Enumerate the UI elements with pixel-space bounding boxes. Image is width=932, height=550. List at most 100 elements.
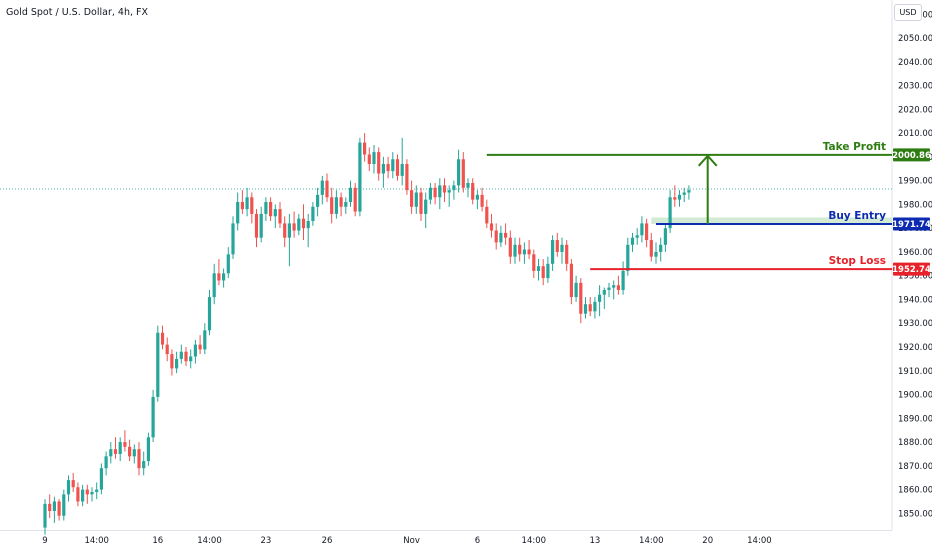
candle-up[interactable] <box>621 261 625 295</box>
candle-up[interactable] <box>179 344 183 364</box>
candle-up[interactable] <box>551 235 555 271</box>
candle-down[interactable] <box>579 278 583 324</box>
candle-down[interactable] <box>165 337 169 362</box>
candle-down[interactable] <box>442 178 447 203</box>
candle-up[interactable] <box>612 280 616 300</box>
candle-down[interactable] <box>386 156 390 179</box>
candle-up[interactable] <box>151 389 155 443</box>
candle-down[interactable] <box>410 180 414 214</box>
candle-up[interactable] <box>212 263 216 305</box>
candle-up[interactable] <box>522 242 526 264</box>
target-arrow[interactable] <box>697 154 718 225</box>
candle-down[interactable] <box>170 349 174 376</box>
candle-down[interactable] <box>489 213 494 238</box>
candle-up[interactable] <box>400 137 404 186</box>
candle-up[interactable] <box>245 187 249 217</box>
candle-up[interactable] <box>635 228 639 245</box>
time-axis[interactable]: 9 14:00 16 14:00 23 26 Nov 6 14:00 13 14:00 20 14:00 <box>42 536 771 546</box>
candle-down[interactable] <box>616 275 620 295</box>
candle-up[interactable] <box>414 185 418 214</box>
candle-up[interactable] <box>236 192 240 231</box>
candle-up[interactable] <box>424 192 428 229</box>
candle-up[interactable] <box>175 351 179 374</box>
candle-up[interactable] <box>109 442 113 464</box>
candle-down[interactable] <box>339 192 343 217</box>
candle-up[interactable] <box>513 237 517 264</box>
candle-up[interactable] <box>62 489 66 521</box>
candle-down[interactable] <box>508 230 512 264</box>
candle-up[interactable] <box>391 152 395 179</box>
candle-down[interactable] <box>405 159 409 195</box>
candle-up[interactable] <box>447 185 451 207</box>
candle-up[interactable] <box>598 285 602 317</box>
candle-down[interactable] <box>278 202 282 229</box>
stop-loss-level[interactable]: Stop Loss 1952.74 <box>590 255 931 276</box>
candle-up[interactable] <box>193 339 197 364</box>
candle-down[interactable] <box>480 187 484 212</box>
candle-up[interactable] <box>344 197 348 214</box>
candle-down[interactable] <box>527 240 531 260</box>
candle-down[interactable] <box>217 259 221 286</box>
candle-down[interactable] <box>555 232 559 257</box>
candle-down[interactable] <box>113 437 118 459</box>
candle-up[interactable] <box>146 432 150 466</box>
candle-up[interactable] <box>602 287 606 309</box>
candle-up[interactable] <box>682 187 686 203</box>
candle-up[interactable] <box>231 216 235 260</box>
candle-up[interactable] <box>132 444 136 464</box>
candle-up[interactable] <box>95 482 99 500</box>
target-arrow-head[interactable] <box>697 154 718 167</box>
candle-up[interactable] <box>66 475 71 502</box>
candle-down[interactable] <box>673 185 677 207</box>
candle-down[interactable] <box>123 430 127 452</box>
candle-down[interactable] <box>254 209 259 248</box>
candle-up[interactable] <box>677 190 682 207</box>
candle-up[interactable] <box>43 499 47 535</box>
candle-down[interactable] <box>363 133 367 162</box>
candle-down[interactable] <box>325 173 329 203</box>
candle-up[interactable] <box>287 213 291 267</box>
candle-up[interactable] <box>593 297 597 319</box>
candle-up[interactable] <box>316 187 320 217</box>
candle-up[interactable] <box>640 216 644 243</box>
candle-down[interactable] <box>137 442 141 476</box>
candle-up[interactable] <box>311 202 315 226</box>
candle-up[interactable] <box>320 175 324 205</box>
candle-down[interactable] <box>71 472 75 492</box>
candle-down[interactable] <box>504 223 508 245</box>
candle-up[interactable] <box>156 325 160 402</box>
candle-down[interactable] <box>565 240 569 271</box>
candle-up[interactable] <box>687 185 691 200</box>
candle-up[interactable] <box>372 144 376 174</box>
candle-down[interactable] <box>301 204 306 241</box>
candle-down[interactable] <box>433 183 437 205</box>
candle-up[interactable] <box>334 190 338 219</box>
candle-down[interactable] <box>588 297 592 317</box>
candle-down[interactable] <box>160 325 165 350</box>
take-profit-level[interactable]: Take Profit 2000.86 <box>486 141 931 162</box>
candle-up[interactable] <box>306 213 310 248</box>
candle-up[interactable] <box>654 242 658 264</box>
trade-levels[interactable]: Take Profit 2000.86 Buy Entry 1971.74 Stop L… <box>486 141 931 276</box>
candle-up[interactable] <box>583 297 588 319</box>
candle-up[interactable] <box>499 225 503 248</box>
candle-down[interactable] <box>518 237 522 262</box>
candle-down[interactable] <box>395 154 400 181</box>
candle-up[interactable] <box>659 237 663 262</box>
candle-up[interactable] <box>104 451 108 476</box>
candle-up[interactable] <box>438 178 442 210</box>
candle-up[interactable] <box>428 183 432 205</box>
candle-down[interactable] <box>184 346 188 367</box>
candle-up[interactable] <box>560 237 564 264</box>
candle-up[interactable] <box>118 437 122 462</box>
candle-down[interactable] <box>250 192 254 224</box>
candle-up[interactable] <box>475 190 479 210</box>
candle-down[interactable] <box>649 232 653 262</box>
candle-up[interactable] <box>536 259 541 281</box>
candle-down[interactable] <box>240 190 244 214</box>
candle-down[interactable] <box>471 178 475 205</box>
candle-up[interactable] <box>264 197 268 222</box>
candle-up[interactable] <box>189 349 193 369</box>
candle-up[interactable] <box>222 268 226 288</box>
